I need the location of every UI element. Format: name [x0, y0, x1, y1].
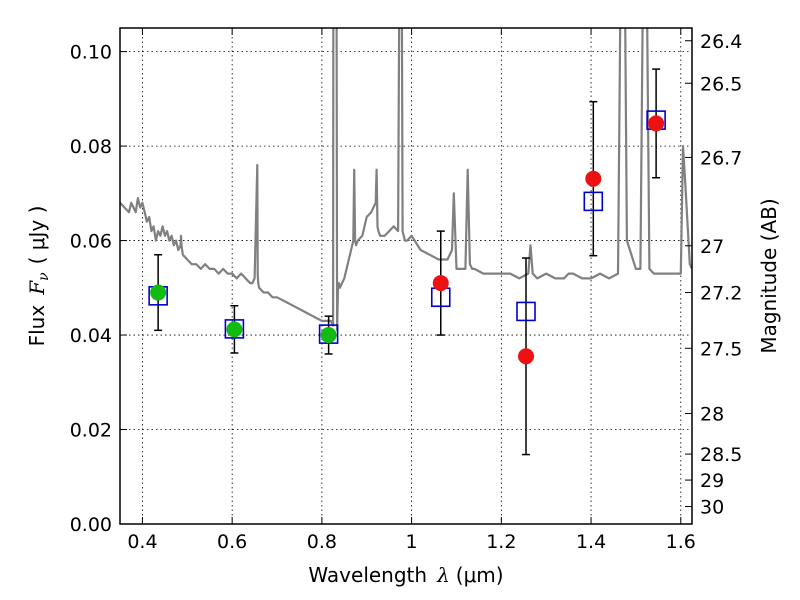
- model-spectrum: [120, 28, 692, 332]
- y2-tick-label: 27.2: [700, 283, 742, 305]
- observed-point: [226, 321, 243, 338]
- y2-axis-label: Magnitude (AB): [757, 198, 781, 353]
- spectrum-line: [120, 28, 692, 332]
- x-axis-ticks: 0.4 0.6 0.8 1 1.2 1.4 1.6: [127, 28, 696, 553]
- y-tick-label: 0.00: [70, 514, 112, 536]
- y-axis-label-unit: ( μJy ): [25, 206, 49, 265]
- error-bars: [154, 68, 661, 456]
- model-square-marker: [516, 301, 536, 322]
- y-tick-label: 0.10: [70, 42, 112, 64]
- x-axis-label-unit: (μm): [456, 563, 504, 587]
- y2-tick-label: 27: [700, 236, 724, 258]
- observed-point: [432, 275, 449, 292]
- x-tick-label: 0.4: [127, 531, 157, 553]
- model-square-marker: [224, 319, 245, 339]
- y-axis-ticks: 0.00 0.02 0.04 0.06 0.08 0.10: [70, 42, 127, 536]
- y-axis-label-symbol: F: [25, 280, 49, 296]
- y-tick-label: 0.02: [70, 420, 112, 442]
- y2-tick-label: 29: [700, 470, 724, 492]
- x-tick-label: 0.8: [307, 531, 337, 553]
- x-tick-label: 1.6: [666, 531, 696, 553]
- model-square-marker: [583, 191, 604, 212]
- y-tick-label: 0.08: [70, 136, 112, 158]
- observed-point: [585, 170, 602, 187]
- x-tick-label: 1: [406, 531, 418, 553]
- y2-tick-label: 26.4: [700, 31, 742, 53]
- y2-axis-ticks: 26.4 26.5 26.7 27 27.2 27.5 28 28.5 29 30: [685, 31, 742, 519]
- x-axis-label-symbol: λ: [436, 563, 450, 587]
- observed-point: [518, 348, 535, 365]
- y-axis-label-text: Flux: [25, 305, 49, 347]
- observed-point: [150, 284, 167, 301]
- observed-points: [150, 115, 665, 365]
- y-tick-label: 0.04: [70, 325, 112, 347]
- x-tick-label: 0.6: [217, 531, 247, 553]
- plot-frame: [119, 27, 693, 525]
- y-axis-label: Flux Fν ( μJy ): [25, 206, 52, 347]
- observed-point: [320, 327, 337, 344]
- y-tick-label: 0.06: [70, 231, 112, 253]
- x-tick-label: 1.2: [486, 531, 516, 553]
- model-square-marker: [318, 324, 339, 344]
- y2-tick-label: 28: [700, 403, 724, 425]
- x-axis-label: Wavelength λ (μm): [308, 563, 503, 587]
- y2-tick-label: 30: [700, 497, 724, 519]
- y2-tick-label: 26.7: [700, 147, 742, 169]
- observed-point: [648, 115, 665, 132]
- x-tick-label: 1.4: [576, 531, 606, 553]
- y2-tick-label: 26.5: [700, 73, 742, 95]
- plot-area: [120, 28, 692, 456]
- y-axis-label-subscript: ν: [36, 272, 52, 281]
- y2-tick-label: 28.5: [700, 444, 742, 466]
- y2-tick-label: 27.5: [700, 338, 742, 360]
- x-axis-label-text: Wavelength: [308, 563, 427, 587]
